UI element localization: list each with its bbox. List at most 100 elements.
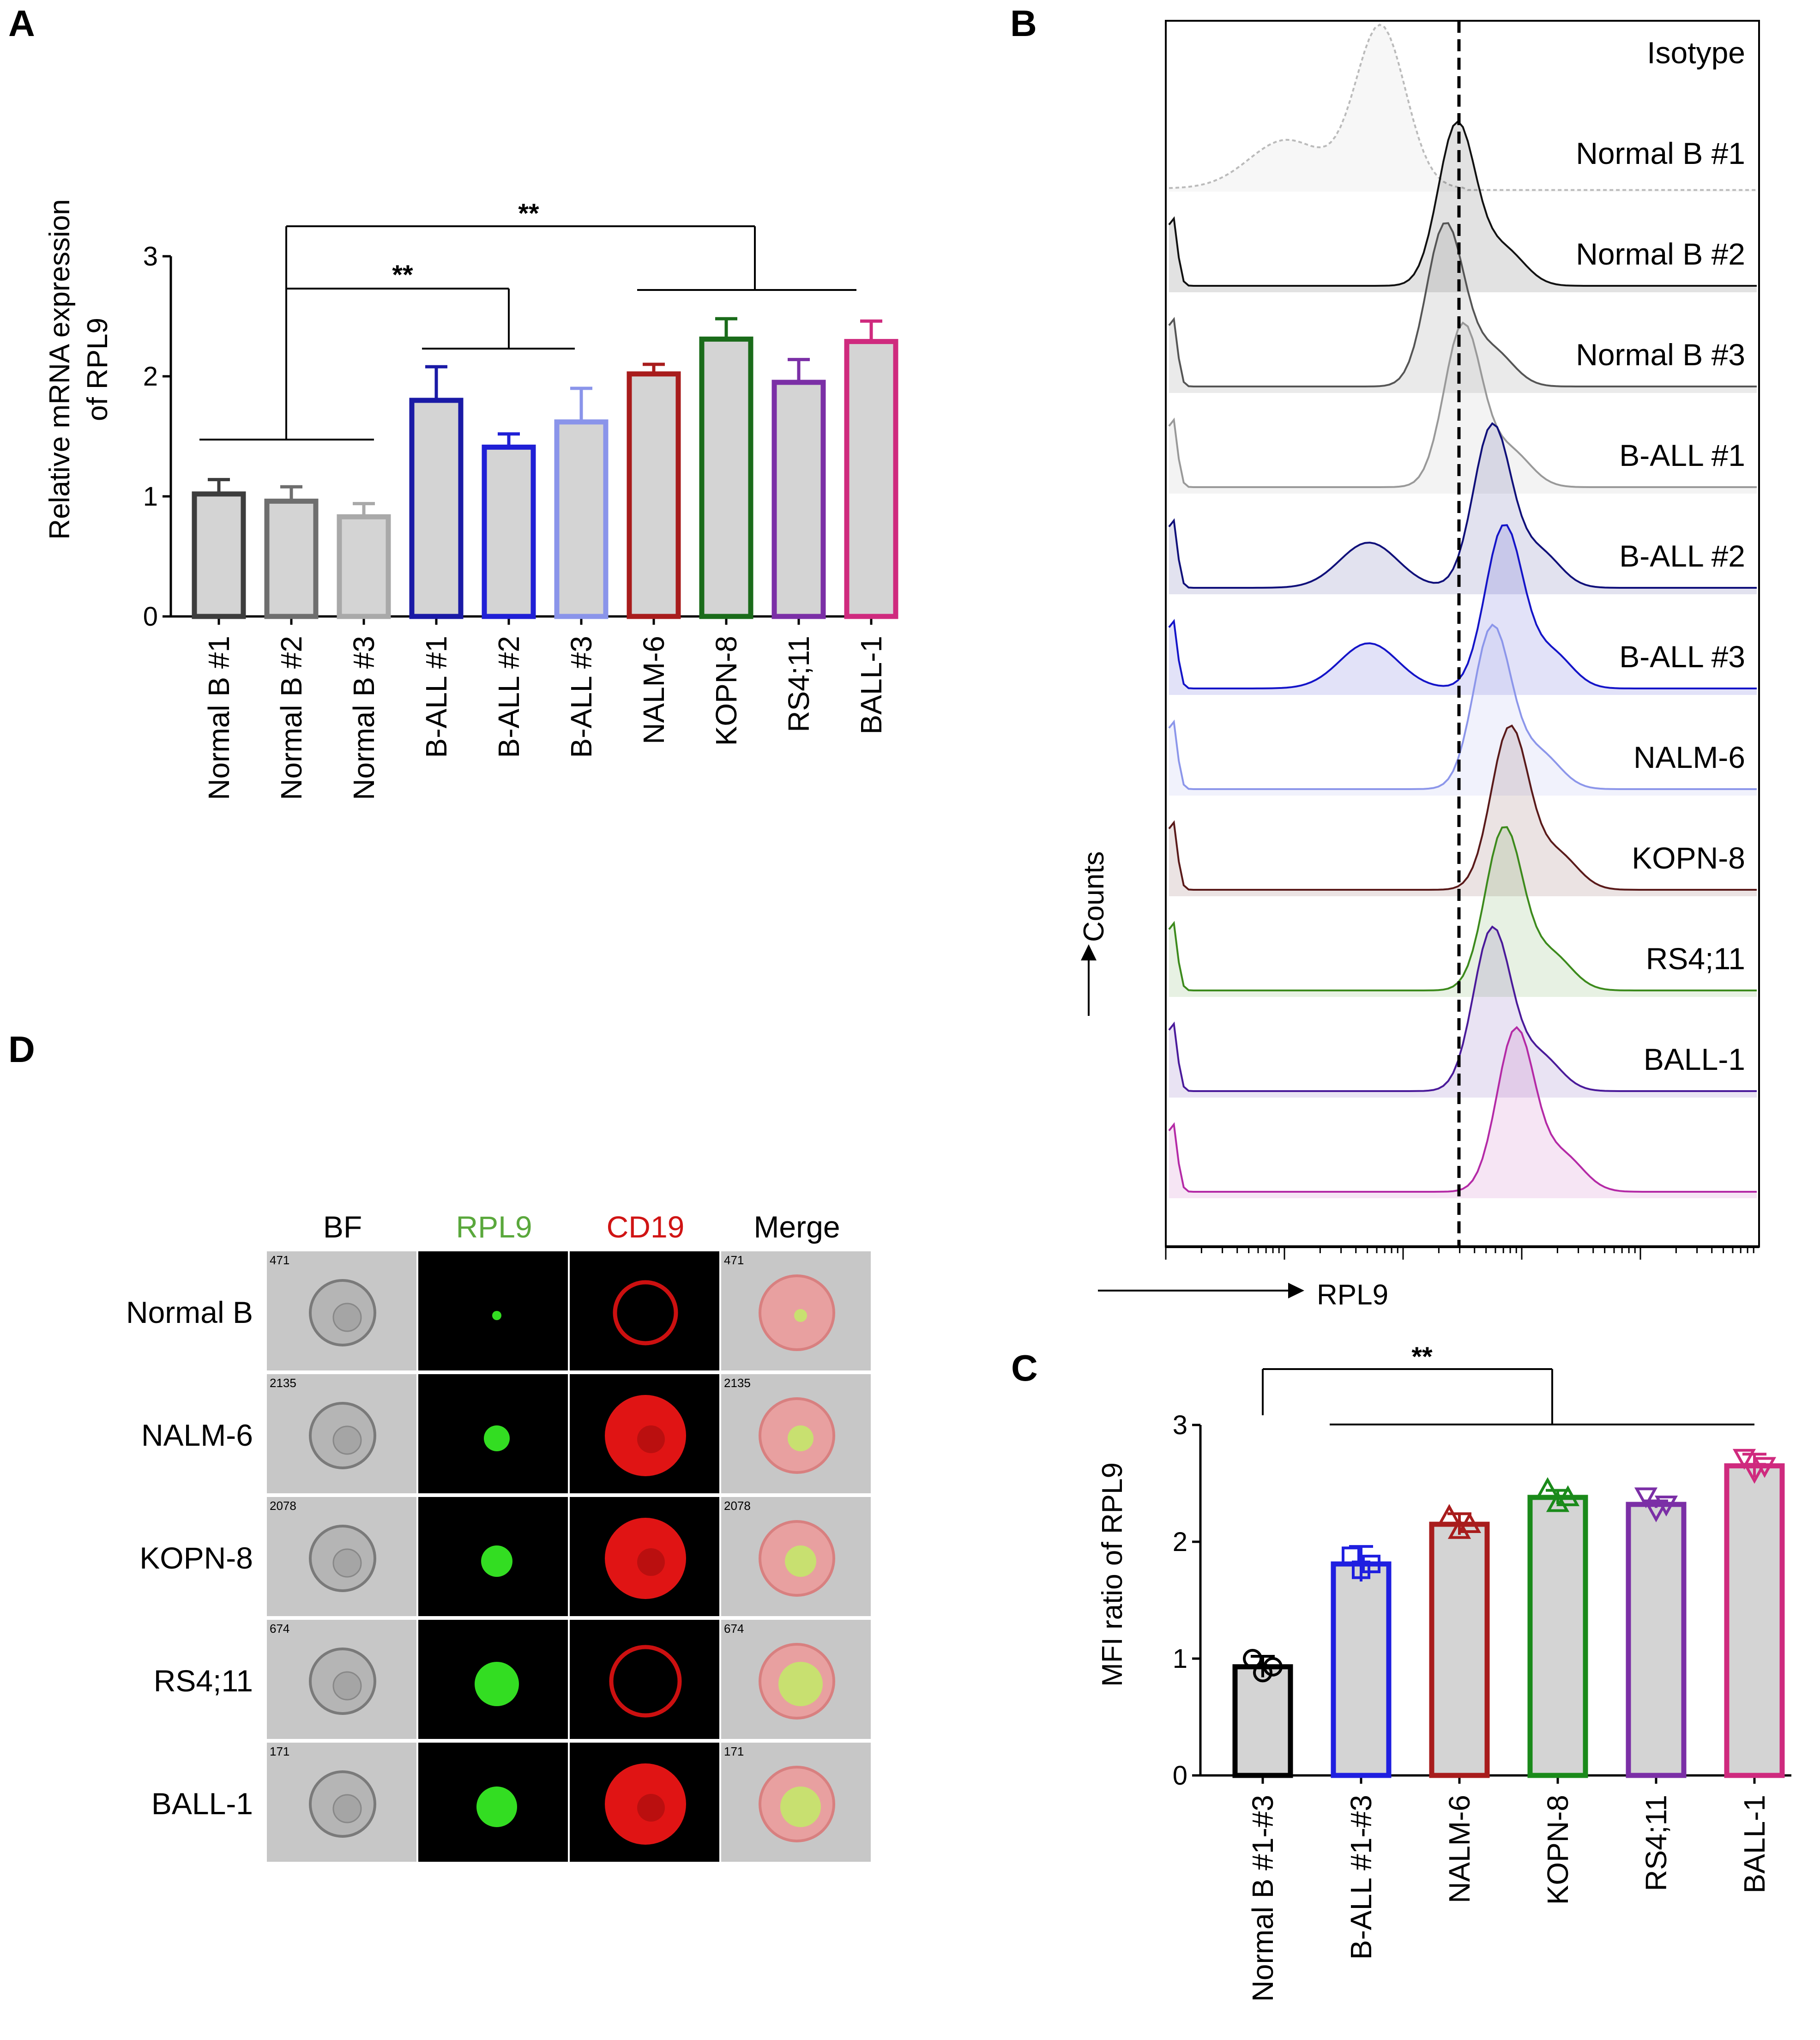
panel-b-histogram-line: [1168, 422, 1757, 589]
panel-d-merge-overlap: [780, 1787, 821, 1827]
panel-d-channel-header: RPL9: [456, 1210, 532, 1244]
panel-a-bar: [554, 419, 609, 619]
panel-c-replicate-point: [1546, 1491, 1570, 1512]
panel-a-ytick-label: 3: [143, 241, 158, 272]
panel-d-object-count: 171: [270, 1744, 289, 1758]
panel-a-ylabel-line2: of RPL9: [82, 318, 114, 421]
panel-b-histogram-line: [1168, 925, 1757, 1092]
panel-a-ytick-label: 0: [143, 602, 158, 632]
panel-c-category-label: BALL-1: [1738, 1795, 1771, 1893]
panel-b-histogram-fill: [1169, 625, 1757, 796]
panel-a-category-label: Normal B #1: [202, 636, 235, 800]
panel-c-replicate-point: [1362, 1555, 1380, 1574]
panel-a-category-label: BALL-1: [855, 636, 888, 734]
panel-d-brightfield-nucleus: [332, 1425, 362, 1455]
panel-c-replicate-point: [1243, 1649, 1262, 1668]
panel-d-row-label: KOPN-8: [139, 1541, 253, 1575]
panel-b-histogram-line: [1168, 321, 1757, 488]
panel-a-bar: [337, 514, 391, 619]
panel-d-image-cell: [418, 1251, 568, 1370]
panel-c-bar: [1331, 1561, 1392, 1778]
panel-b-histogram-fill: [1169, 323, 1757, 494]
panel-a-category-label: B-ALL #2: [492, 636, 525, 758]
panel-b-histogram-fill: [1169, 927, 1757, 1098]
panel-a-category-label: Normal B #3: [347, 636, 380, 800]
panel-a-bar: [264, 498, 319, 619]
panel-b-sample-label: B-ALL #2: [1619, 539, 1745, 573]
panel-d-object-count: 171: [724, 1744, 744, 1758]
panel-c-bar: [1626, 1502, 1687, 1778]
panel-a-ytick-label: 1: [143, 482, 158, 512]
panel-d-image-cell: [570, 1251, 719, 1370]
panel-a-ytick-label: 2: [143, 362, 158, 392]
panel-c-sig-star: **: [1411, 1342, 1433, 1372]
panel-b-histogram-fill: [1169, 121, 1757, 292]
panel-d-brightfield-nucleus: [332, 1794, 362, 1823]
panel-c-bar-chart: MFI ratio of RPL9 0 1 2 3 Normal B #1-#3 B-AL…: [1097, 1342, 1791, 2002]
panel-c-category-label: B-ALL #1-#3: [1344, 1795, 1378, 1960]
panel-b-histogram-line: [1168, 120, 1757, 287]
panel-d-rpl9-signal: [476, 1787, 517, 1827]
panel-b-sample-label: KOPN-8: [1632, 841, 1745, 875]
panel-d-merge-overlap: [778, 1662, 823, 1706]
panel-d-object-count: 2135: [724, 1376, 751, 1390]
panel-a-bar: [844, 339, 898, 619]
panel-d-channel-header: CD19: [607, 1210, 685, 1244]
panel-d-channel-header: BF: [323, 1210, 362, 1244]
panel-d-rpl9-signal: [484, 1425, 510, 1451]
panel-b-histogram-line: [1168, 724, 1757, 891]
panel-label-b: B: [1010, 3, 1037, 44]
panel-a-bar: [699, 336, 753, 619]
panel-b-sample-label: B-ALL #3: [1619, 640, 1745, 674]
panel-b-sample-label: B-ALL #1: [1619, 438, 1745, 472]
panel-c-replicate-point: [1742, 1463, 1766, 1484]
panel-c-replicate-point: [1634, 1487, 1658, 1509]
panel-a-category-label: NALM-6: [637, 636, 670, 744]
panel-c-bar: [1724, 1463, 1785, 1778]
panel-c-replicate-point: [1644, 1501, 1668, 1522]
panel-a-category-label: KOPN-8: [710, 636, 743, 746]
panel-c-replicate-point: [1458, 1512, 1482, 1533]
panel-b-sample-label: BALL-1: [1644, 1042, 1745, 1076]
panel-d-channel-header: Merge: [753, 1210, 840, 1244]
panel-b-xlabel: RPL9: [1317, 1279, 1388, 1311]
panel-c-replicate-point: [1352, 1560, 1370, 1579]
panel-label-a: A: [8, 3, 35, 44]
panel-d-cd19-signal: [609, 1645, 682, 1718]
panel-d-row-label: BALL-1: [151, 1787, 253, 1821]
panel-d-cd19-dim-region: [637, 1794, 665, 1822]
panel-c-bar: [1232, 1664, 1293, 1778]
panel-d-row-label: Normal B: [126, 1295, 253, 1329]
panel-b-histogram-line: [1168, 623, 1757, 790]
panel-d-brightfield-nucleus: [332, 1303, 362, 1332]
panel-c-replicate-point: [1654, 1496, 1678, 1517]
panel-d-object-count: 674: [724, 1622, 744, 1636]
panel-c-category-label: RS4;11: [1639, 1795, 1673, 1891]
panel-d-object-count: 674: [270, 1622, 289, 1636]
panel-d-brightfield-nucleus: [332, 1548, 362, 1578]
panel-a-bar: [409, 398, 464, 619]
panel-d-object-count: 471: [270, 1253, 289, 1267]
panel-b-sample-label: RS4;11: [1646, 942, 1745, 976]
panel-a-bar: [482, 444, 536, 619]
panel-a-category-label: Normal B #2: [275, 636, 308, 800]
panel-b-x-arrowhead: [1288, 1283, 1304, 1298]
panel-b-histogram-line: [1168, 826, 1757, 991]
panel-a-category-label: B-ALL #1: [420, 636, 453, 758]
panel-b-histogram-line: [1168, 524, 1757, 689]
panel-c-ytick-label: 3: [1173, 1410, 1187, 1440]
panel-b-histogram-line: [1168, 1026, 1757, 1193]
panel-b-sample-label: Isotype: [1647, 36, 1745, 70]
panel-d-cd19-signal: [613, 1280, 678, 1346]
panel-label-c: C: [1011, 1347, 1038, 1388]
panel-a-category-label: B-ALL #3: [565, 636, 598, 758]
panel-a-bar: [627, 371, 681, 619]
panel-a-ylabel-line1: Relative mRNA expression: [44, 199, 76, 539]
panel-b-histogram-fill: [1169, 223, 1757, 393]
panel-d-image-cell: [570, 1620, 719, 1739]
panel-c-replicate-point: [1447, 1518, 1471, 1539]
panel-c-replicate-point: [1556, 1485, 1580, 1506]
panel-a-bar-chart: Relative mRNA expression of RPL9 0 1 2 3 Nor…: [44, 199, 898, 800]
panel-c-category-label: Normal B #1-#3: [1246, 1795, 1279, 2002]
panel-b-sample-label: Normal B #2: [1576, 237, 1745, 271]
